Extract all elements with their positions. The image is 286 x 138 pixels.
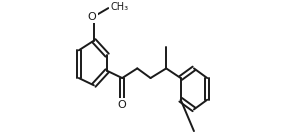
Text: O: O [88,12,96,22]
Text: CH₃: CH₃ [111,2,129,12]
Text: O: O [118,100,127,110]
